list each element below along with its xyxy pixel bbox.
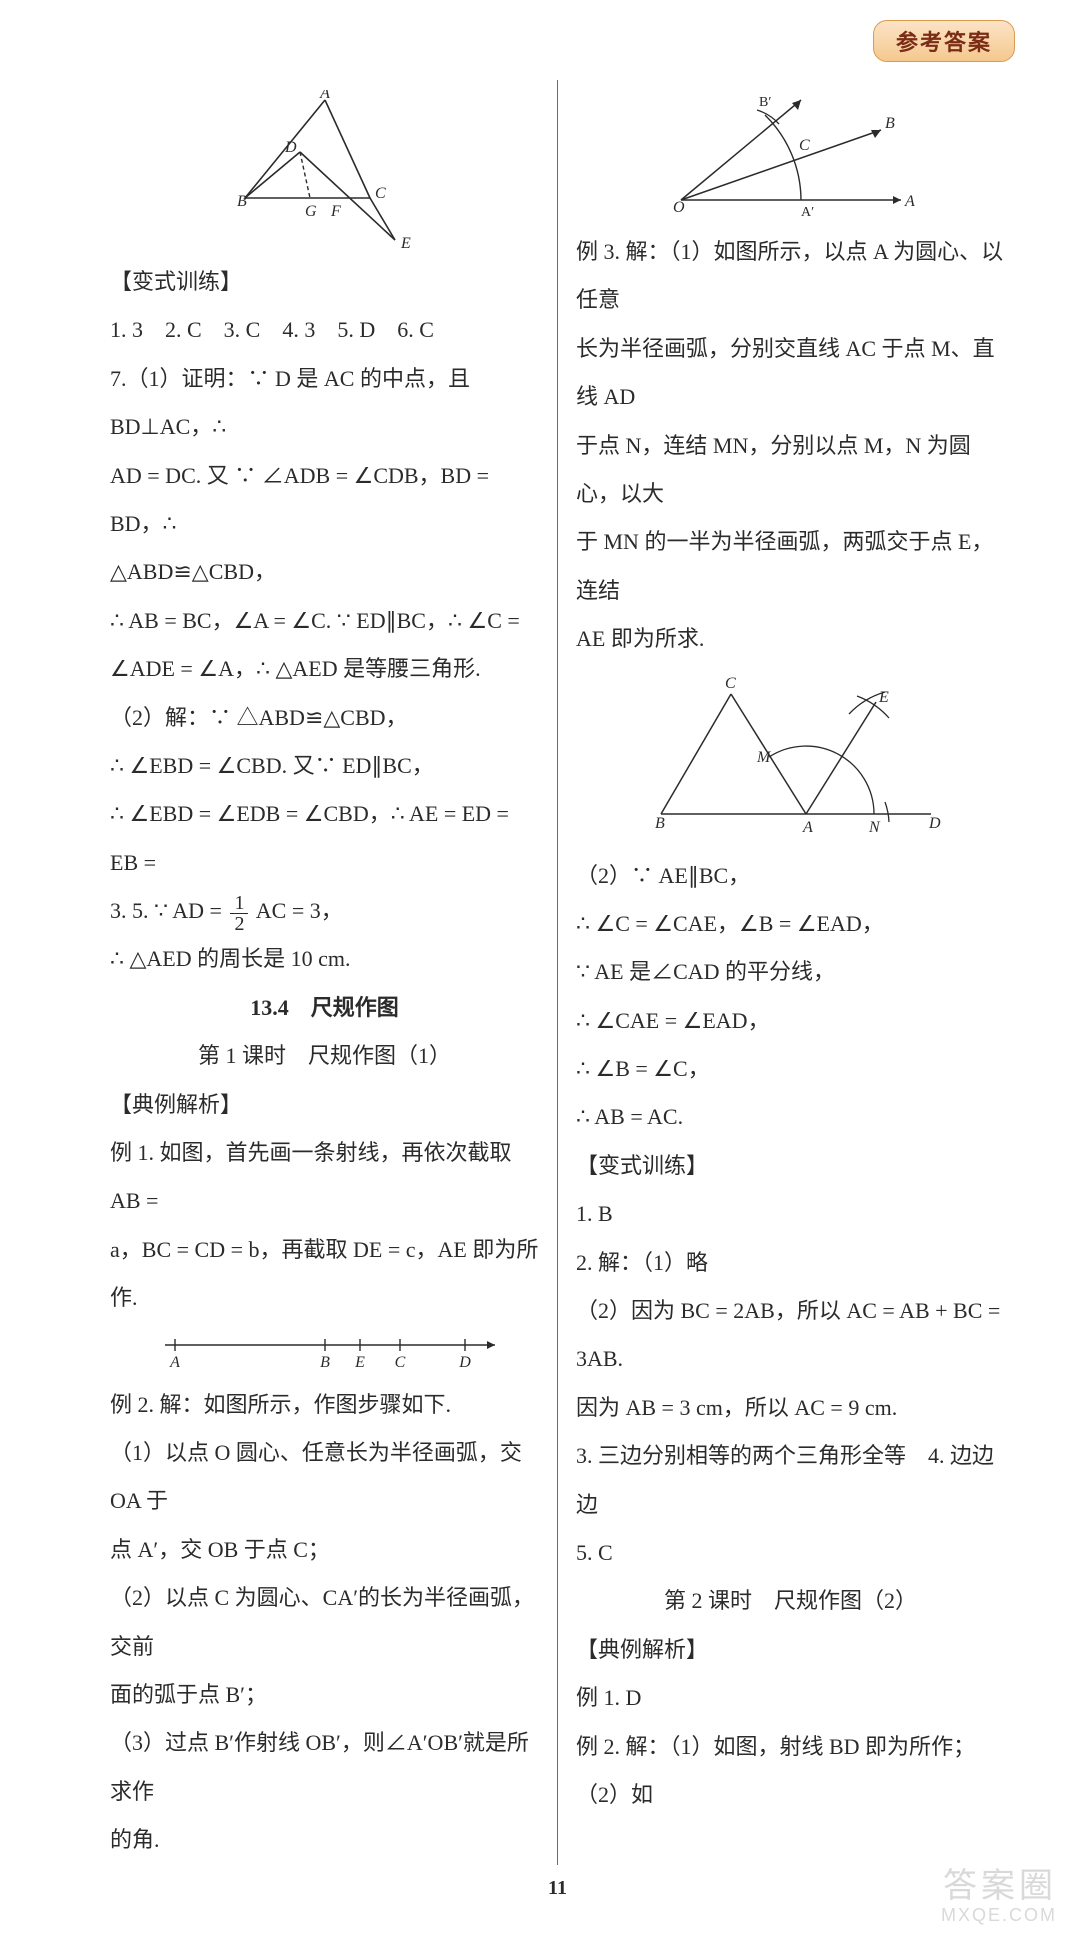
answers-1-6: 1. 3 2. C 3. C 4. 3 5. D 6. C <box>110 306 539 354</box>
example3-line-b: 长为半径画弧，分别交直线 AC 于点 M、直线 AD <box>576 325 1005 422</box>
q7-line-g: ∴ ∠EBD = ∠CBD. 又∵ ED∥BC， <box>110 742 539 790</box>
right-column: O A A′ B B′ C 例 3. 解：（1）如图所示，以点 A 为圆心、以任… <box>558 80 1005 1865</box>
svg-text:C: C <box>799 137 810 154</box>
page-number: 11 <box>110 1877 1005 1900</box>
section-13-4-title: 13.4 尺规作图 <box>110 984 539 1032</box>
q7-line-j: ∴ △AED 的周长是 10 cm. <box>110 935 539 983</box>
right-example1: 例 1. D <box>576 1674 1005 1722</box>
svg-text:G: G <box>305 203 317 220</box>
figure-triangle-bisector: B A D C E M N <box>576 674 1005 844</box>
q7i-post: AC = 3， <box>256 898 343 923</box>
svg-text:C: C <box>725 675 736 692</box>
example-analysis-header: 【典例解析】 <box>110 1081 539 1129</box>
answer-key-badge: 参考答案 <box>873 20 1015 62</box>
svg-text:M: M <box>756 749 772 766</box>
svg-text:D: D <box>458 1354 471 1371</box>
svg-text:B: B <box>885 115 895 132</box>
figure-angle-construction: O A A′ B B′ C <box>576 90 1005 220</box>
q7-line-i: 3. 5. ∵ AD = 1 2 AC = 3， <box>110 887 539 935</box>
svg-text:E: E <box>400 235 411 250</box>
svg-text:A: A <box>319 90 330 102</box>
svg-text:E: E <box>878 689 889 706</box>
example1-line-a: 例 1. 如图，首先画一条射线，再依次截取 AB = <box>110 1129 539 1226</box>
example-analysis-header-2: 【典例解析】 <box>576 1626 1005 1674</box>
example3-line-e: AE 即为所求. <box>576 615 1005 663</box>
svg-text:E: E <box>354 1354 365 1371</box>
svg-text:B: B <box>655 815 665 832</box>
example2-line-g: 的角. <box>110 1816 539 1864</box>
variant-5: 3. 三边分别相等的两个三角形全等 4. 边边边 <box>576 1432 1005 1529</box>
example3-line-a: 例 3. 解：（1）如图所示，以点 A 为圆心、以任意 <box>576 228 1005 325</box>
variant-2: 2. 解：（1）略 <box>576 1239 1005 1287</box>
watermark-line1: 答案圈 <box>941 1868 1057 1905</box>
svg-text:A: A <box>802 819 813 836</box>
q7-line-e: ∠ADE = ∠A，∴ △AED 是等腰三角形. <box>110 645 539 693</box>
figure-triangle-abcde: A D B C G F E <box>110 90 539 250</box>
two-column-layout: A D B C G F E 【变式训练】 1. 3 2. C 3. C 4. 3… <box>110 80 1005 1865</box>
watermark-line2: MXQE.COM <box>941 1906 1057 1926</box>
q7-line-h: ∴ ∠EBD = ∠EDB = ∠CBD，∴ AE = ED = EB = <box>110 790 539 887</box>
example3-line-f: （2）∵ AE∥BC， <box>576 852 1005 900</box>
example3-line-i: ∴ ∠CAE = ∠EAD， <box>576 997 1005 1045</box>
variant-training-header: 【变式训练】 <box>110 258 539 306</box>
svg-text:C: C <box>375 185 386 202</box>
example3-line-h: ∵ AE 是∠CAD 的平分线， <box>576 948 1005 996</box>
q7i-pre: 3. 5. ∵ AD = <box>110 898 227 923</box>
example3-line-j: ∴ ∠B = ∠C， <box>576 1045 1005 1093</box>
example3-line-c: 于点 N，连结 MN，分别以点 M，N 为圆心，以大 <box>576 422 1005 519</box>
q7-line-f: （2）解：∵ △ABD≌△CBD， <box>110 694 539 742</box>
svg-text:A: A <box>904 193 915 210</box>
figure-number-line: A B E C D <box>110 1333 539 1373</box>
svg-text:B′: B′ <box>759 95 771 110</box>
q7-line-c: △ABD≌△CBD， <box>110 548 539 596</box>
svg-text:A: A <box>169 1354 180 1371</box>
q7-line-b: AD = DC. 又 ∵ ∠ADB = ∠CDB，BD = BD，∴ <box>110 452 539 549</box>
q7-line-a: 7.（1）证明：∵ D 是 AC 的中点，且 BD⊥AC，∴ <box>110 355 539 452</box>
example3-line-d: 于 MN 的一半为半径画弧，两弧交于点 E，连结 <box>576 518 1005 615</box>
svg-text:D: D <box>284 139 297 156</box>
example2-line-f: （3）过点 B′作射线 OB′，则∠A′OB′就是所求作 <box>110 1719 539 1816</box>
svg-text:B: B <box>320 1354 330 1371</box>
variant-training-header-right: 【变式训练】 <box>576 1142 1005 1190</box>
variant-3: （2）因为 BC = 2AB，所以 AC = AB + BC = 3AB. <box>576 1287 1005 1384</box>
svg-text:O: O <box>673 199 685 216</box>
svg-text:F: F <box>330 203 341 220</box>
watermark: 答案圈 MXQE.COM <box>941 1868 1057 1925</box>
svg-text:B: B <box>237 193 247 210</box>
q7-line-d: ∴ AB = BC，∠A = ∠C. ∵ ED∥BC，∴ ∠C = <box>110 597 539 645</box>
example2-line-a: 例 2. 解：如图所示，作图步骤如下. <box>110 1381 539 1429</box>
lesson-1-subtitle: 第 1 课时 尺规作图（1） <box>110 1032 539 1080</box>
variant-1: 1. B <box>576 1190 1005 1238</box>
lesson-2-subtitle: 第 2 课时 尺规作图（2） <box>576 1577 1005 1625</box>
example2-line-e: 面的弧于点 B′； <box>110 1671 539 1719</box>
example3-line-g: ∴ ∠C = ∠CAE，∠B = ∠EAD， <box>576 900 1005 948</box>
right-example2: 例 2. 解：（1）如图，射线 BD 即为所作；（2）如 <box>576 1723 1005 1820</box>
variant-4: 因为 AB = 3 cm，所以 AC = 9 cm. <box>576 1384 1005 1432</box>
example1-line-b: a，BC = CD = b，再截取 DE = c，AE 即为所作. <box>110 1226 539 1323</box>
example2-line-c: 点 A′，交 OB 于点 C； <box>110 1526 539 1574</box>
fraction-half: 1 2 <box>230 893 248 934</box>
variant-6: 5. C <box>576 1529 1005 1577</box>
svg-text:D: D <box>928 815 941 832</box>
svg-text:N: N <box>868 819 881 836</box>
left-column: A D B C G F E 【变式训练】 1. 3 2. C 3. C 4. 3… <box>110 80 558 1865</box>
example2-line-b: （1）以点 O 圆心、任意长为半径画弧，交 OA 于 <box>110 1429 539 1526</box>
svg-text:C: C <box>394 1354 405 1371</box>
example2-line-d: （2）以点 C 为圆心、CA′的长为半径画弧，交前 <box>110 1574 539 1671</box>
svg-text:A′: A′ <box>801 205 814 220</box>
example3-line-k: ∴ AB = AC. <box>576 1093 1005 1141</box>
